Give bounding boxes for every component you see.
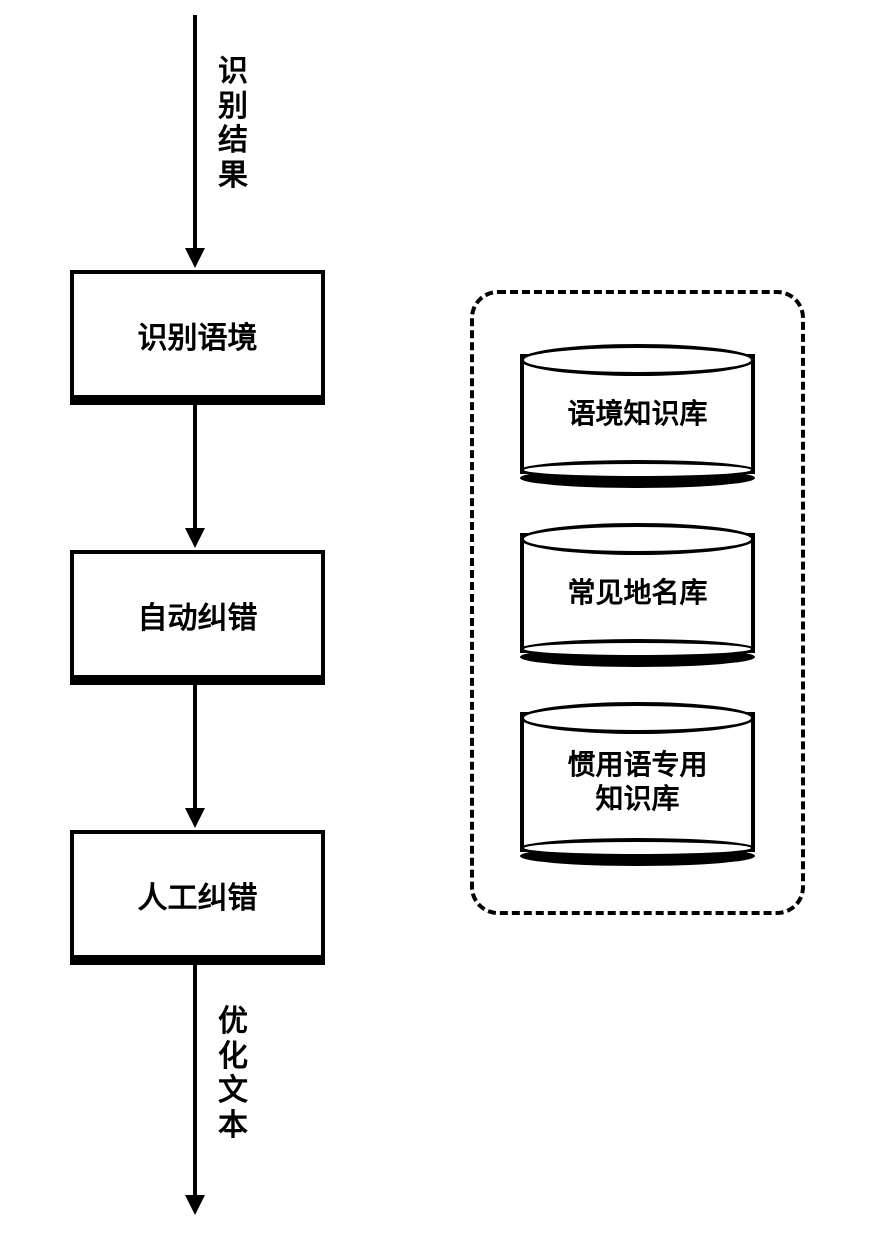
edge-n2-n3-head (185, 808, 205, 828)
diagram-canvas: 识别结果 识别语境 自动纠错 人工纠错 优化文本 语境知识库 常见地名库 (0, 0, 887, 1248)
edge-n3-output-head (185, 1195, 205, 1215)
input-label: 识别结果 (218, 55, 248, 193)
edge-n3-output (193, 965, 197, 1197)
db-label: 语境知识库 (567, 397, 707, 431)
db-idiom-kb: 惯用语专用知识库 (520, 712, 755, 852)
db-label: 惯用语专用知识库 (567, 748, 707, 815)
database-group: 语境知识库 常见地名库 惯用语专用知识库 (470, 290, 805, 915)
edge-n2-n3 (193, 685, 197, 810)
edge-n1-n2-head (185, 528, 205, 548)
db-placename: 常见地名库 (520, 533, 755, 653)
db-context-kb: 语境知识库 (520, 354, 755, 474)
db-label: 常见地名库 (567, 576, 707, 610)
node-label: 人工纠错 (138, 873, 258, 917)
node-auto-correct: 自动纠错 (70, 550, 325, 685)
edge-input-n1 (193, 15, 197, 250)
node-context-recognition: 识别语境 (70, 270, 325, 405)
node-manual-correct: 人工纠错 (70, 830, 325, 965)
output-label: 优化文本 (218, 1005, 248, 1143)
edge-input-n1-head (185, 248, 205, 268)
node-label: 自动纠错 (138, 593, 258, 637)
edge-n1-n2 (193, 405, 197, 530)
node-label: 识别语境 (138, 313, 258, 357)
